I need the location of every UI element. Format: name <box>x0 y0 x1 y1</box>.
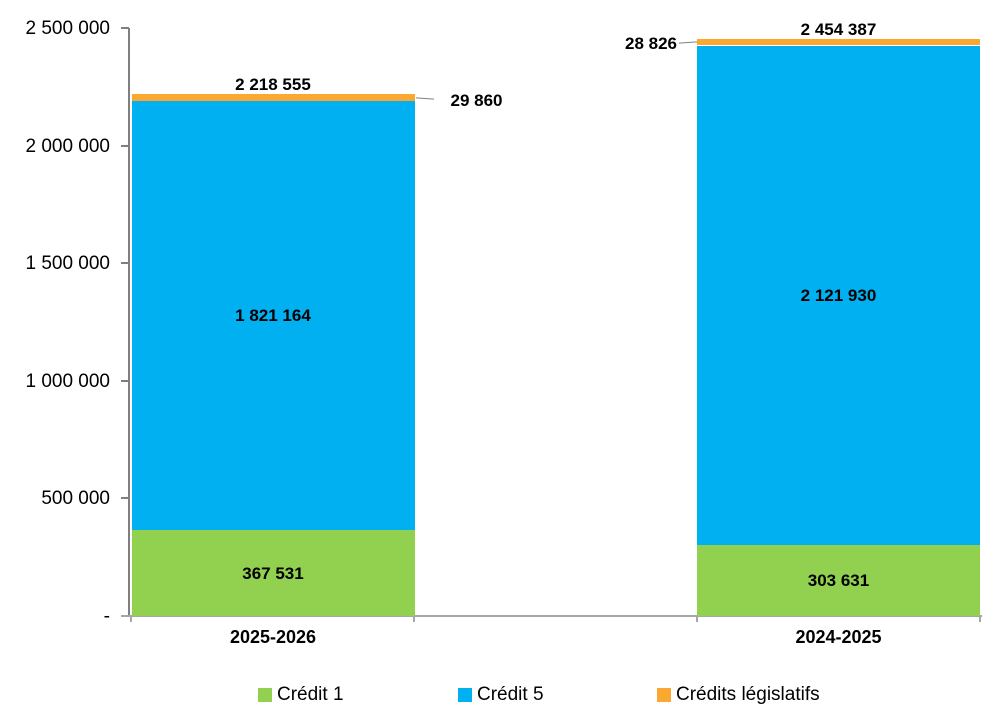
y-axis-label: 500 000 <box>41 488 110 510</box>
legend-swatch-icon <box>458 687 472 702</box>
legend-item-cr-dit-5: Crédit 5 <box>458 685 544 704</box>
segment-value-label: 303 631 <box>807 571 870 591</box>
x-axis-tick <box>979 616 981 622</box>
legend-label: Crédits législatifs <box>676 684 820 705</box>
bar-segment-cr-dit-5 <box>131 101 415 530</box>
category-label: 2024-2025 <box>795 627 882 647</box>
bar-segment-cr-dit-1 <box>131 529 415 616</box>
segment-value-label: 1 821 164 <box>235 306 311 326</box>
y-axis-label: - <box>103 606 110 627</box>
bar-total-label: 2 218 555 <box>235 75 311 95</box>
bar-segment-cr-dits-l-gislatifs <box>697 38 980 46</box>
y-axis-line <box>128 28 130 617</box>
segment-value-callout: 28 826 <box>625 34 677 54</box>
legend-swatch-icon <box>258 687 272 702</box>
x-axis-line <box>121 615 982 617</box>
y-axis-tick <box>121 497 129 500</box>
y-axis-label: 1 500 000 <box>25 253 110 275</box>
legend-swatch-icon <box>657 687 671 702</box>
segment-value-callout: 29 860 <box>450 90 503 110</box>
bar-segment-cr-dit-1 <box>697 544 980 616</box>
bar-total-label: 2 454 387 <box>800 19 877 39</box>
leader-line <box>678 41 698 44</box>
bar-segment-cr-dit-5 <box>697 45 980 545</box>
x-axis-tick <box>130 616 132 622</box>
y-axis-tick <box>121 27 129 29</box>
legend-item-cr-dit-1: Crédit 1 <box>258 685 344 704</box>
segment-value-label: 2 121 930 <box>800 286 877 306</box>
legend-label: Crédit 1 <box>277 684 344 705</box>
x-axis-tick <box>413 616 415 622</box>
segment-value-label: 367 531 <box>242 563 304 583</box>
y-axis-label: 2 000 000 <box>25 135 110 157</box>
y-axis-tick <box>121 379 129 382</box>
leader-line <box>415 97 434 100</box>
legend-label: Crédit 5 <box>477 684 544 705</box>
x-axis-tick <box>696 616 698 622</box>
bar-segment-cr-dits-l-gislatifs <box>131 94 415 102</box>
y-axis-label: 1 000 000 <box>25 370 110 392</box>
y-axis-tick <box>121 144 129 147</box>
y-axis-label: 2 500 000 <box>25 18 110 39</box>
legend-item-cr-dits-l-gislatifs: Crédits législatifs <box>657 685 820 704</box>
y-axis-tick <box>121 262 129 265</box>
category-label: 2025-2026 <box>229 627 317 647</box>
